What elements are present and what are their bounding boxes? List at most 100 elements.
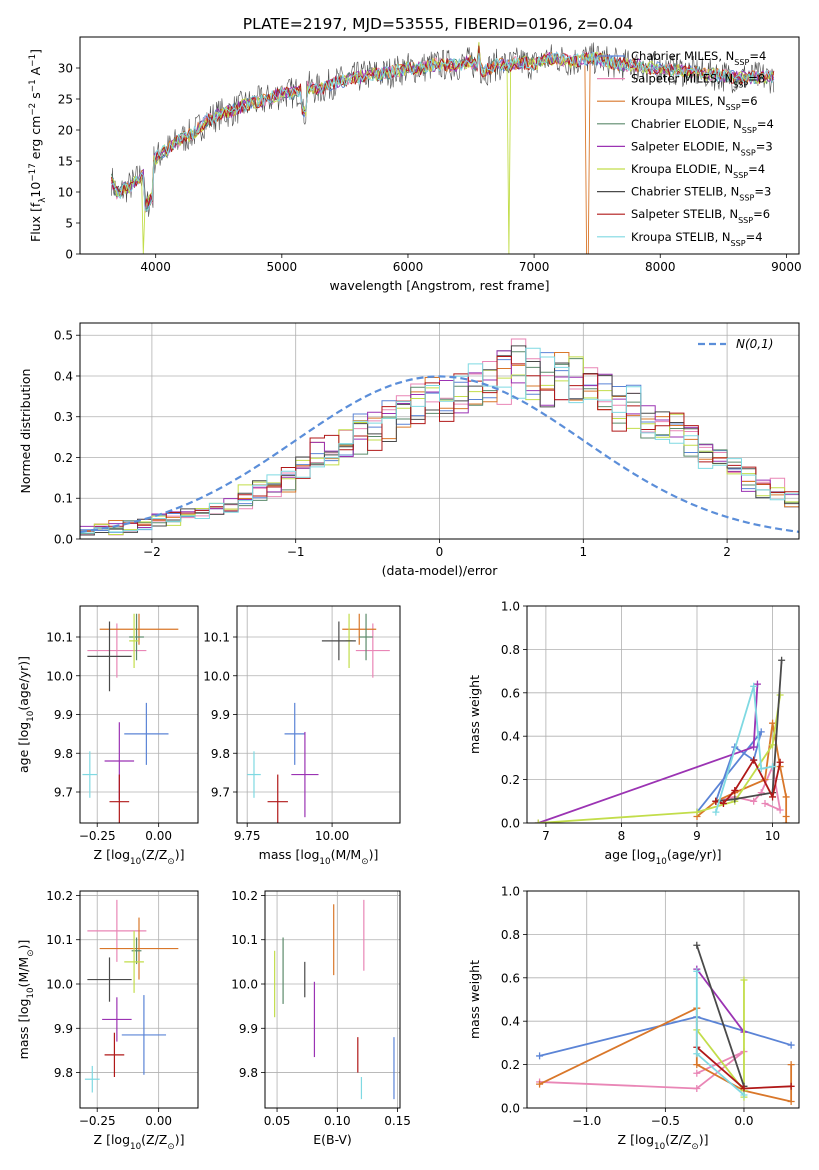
weight-marker (761, 799, 769, 807)
y-tick-label: 0.0 (501, 817, 520, 831)
weight-marker (787, 1041, 795, 1049)
y-tick-label: 0.2 (501, 1058, 520, 1072)
x-tick-label: 8000 (645, 260, 676, 274)
plot-area-spectrum (111, 41, 775, 254)
plot-area-weight-vs-Z (536, 941, 795, 1105)
axes-frame (264, 890, 401, 1109)
axes-frame (236, 605, 401, 824)
panels: 4000 5000 6000 7000 8000 9000051015202530wave… (16, 36, 802, 1152)
weight-marker (693, 941, 701, 949)
y-tick-label: 15 (58, 155, 73, 169)
axes-age-vs-Z: −0.25 0.00 9.7 9.8 9.9 10.0 10.1 Z [log10(Z/Z⊙)… (16, 605, 199, 867)
x-tick-label: 2 (723, 545, 731, 559)
x-tick-label: 9000 (771, 260, 802, 274)
axes-frame (79, 322, 800, 540)
x-axis-label: (data-model)/error (382, 563, 499, 578)
y-tick-label: 9.7 (211, 786, 230, 800)
y-tick-label: 10.1 (46, 933, 73, 947)
weight-line (715, 685, 773, 813)
weight-marker (731, 795, 739, 803)
weight-marker (750, 756, 758, 764)
axes-spectrum: 4000 5000 6000 7000 8000 9000 0 5 10 15 20 25 30 wave… (28, 36, 802, 293)
x-tick-label: 9 (693, 829, 701, 843)
weight-marker (712, 808, 720, 816)
y-axis-label: mass weight (467, 960, 482, 1039)
legend-entry: N(0,1) (736, 337, 773, 351)
weight-marker (731, 786, 739, 794)
legend-entry: Salpeter ELODIE, NSSP=3 (631, 139, 773, 157)
weight-marker (693, 1069, 701, 1077)
y-tick-label: 10.2 (46, 889, 73, 903)
x-tick-label: 5000 (267, 260, 298, 274)
x-tick-label: −0.25 (79, 829, 116, 843)
weight-marker (693, 808, 701, 816)
weight-line (539, 1050, 745, 1090)
y-tick-label: 10.1 (203, 631, 230, 645)
x-axis-label: Z [log10(Z/Z⊙)] (618, 1132, 709, 1152)
x-tick-label: 0.0 (734, 1114, 753, 1128)
axes-residuals: −2 −1 0 1 2 0.0 0.1 0.2 0.3 0.4 0.5 (data-model)/er… (18, 322, 800, 578)
x-tick-label: 0.05 (264, 1114, 291, 1128)
axes-frame (79, 890, 199, 1109)
weight-marker (769, 763, 777, 771)
y-tick-label: 25 (58, 93, 73, 107)
x-tick-label: 4000 (140, 260, 171, 274)
weight-marker (757, 765, 765, 773)
y-tick-label: 5 (65, 217, 73, 231)
y-tick-label: 10.1 (46, 631, 73, 645)
weight-marker (782, 793, 790, 801)
weight-marker (750, 797, 758, 805)
y-tick-label: 0.0 (54, 533, 73, 547)
y-axis-label: mass [log10(M/M⊙)] (16, 940, 36, 1060)
y-tick-label: 10.2 (231, 889, 258, 903)
y-tick-label: 0.2 (501, 773, 520, 787)
y-tick-label: 10.0 (203, 669, 230, 683)
x-tick-label: 0.15 (384, 1114, 411, 1128)
weight-marker (693, 1084, 701, 1092)
y-tick-label: 0.4 (501, 1015, 520, 1029)
legend-entry: Kroupa STELIB, NSSP=4 (631, 230, 763, 248)
weight-marker (536, 1052, 544, 1060)
plot-area-weight-vs-age (534, 656, 790, 823)
y-tick-label: 0.8 (501, 643, 520, 657)
y-tick-label: 9.8 (239, 1066, 258, 1080)
y-tick-label: 10.0 (46, 669, 73, 683)
weight-marker (757, 728, 765, 736)
y-tick-label: 9.9 (239, 1022, 258, 1036)
y-tick-label: 9.8 (211, 747, 230, 761)
legend-entry: Salpeter STELIB, NSSP=6 (631, 207, 770, 225)
y-axis-label: Normed distribution (18, 369, 33, 494)
plot-area-mass-vs-EBV (274, 899, 395, 1100)
y-tick-label: 9.8 (54, 747, 73, 761)
y-tick-label: 0.3 (54, 410, 73, 424)
x-axis-label: mass [log10(M/M⊙)] (259, 847, 379, 867)
y-tick-label: 9.8 (54, 1066, 73, 1080)
y-tick-label: 20 (58, 124, 73, 138)
axes-weight-vs-Z: −1.0 −0.5 0.0 0.0 0.2 0.4 0.6 0.8 1.0 Z [log10(Z/… (467, 885, 800, 1152)
x-axis-label: wavelength [Angstrom, rest frame] (329, 278, 549, 293)
x-tick-label: −1 (287, 545, 305, 559)
spectrum-line (111, 42, 775, 217)
y-tick-label: 10.0 (46, 978, 73, 992)
x-tick-label: 0.00 (145, 1114, 172, 1128)
x-tick-label: 8 (618, 829, 626, 843)
x-axis-label: Z [log10(Z/Z⊙)] (94, 847, 185, 867)
x-tick-label: 1 (579, 545, 587, 559)
weight-marker (534, 819, 542, 823)
y-tick-label: 0.8 (501, 928, 520, 942)
weight-marker (776, 806, 784, 814)
weight-line (695, 944, 745, 1087)
weight-marker (769, 793, 777, 801)
y-tick-label: 0.2 (54, 451, 73, 465)
axes-frame (526, 890, 800, 1109)
y-tick-label: 0.1 (54, 492, 73, 506)
y-tick-label: 9.9 (54, 1022, 73, 1036)
y-tick-label: 10.0 (231, 978, 258, 992)
y-tick-label: 10 (58, 186, 73, 200)
weight-marker (778, 656, 786, 664)
x-axis-label: Z [log10(Z/Z⊙)] (94, 1132, 185, 1152)
x-tick-label: 0.00 (145, 829, 172, 843)
weight-marker (787, 1061, 795, 1069)
plot-area-age-vs-mass (247, 613, 390, 823)
